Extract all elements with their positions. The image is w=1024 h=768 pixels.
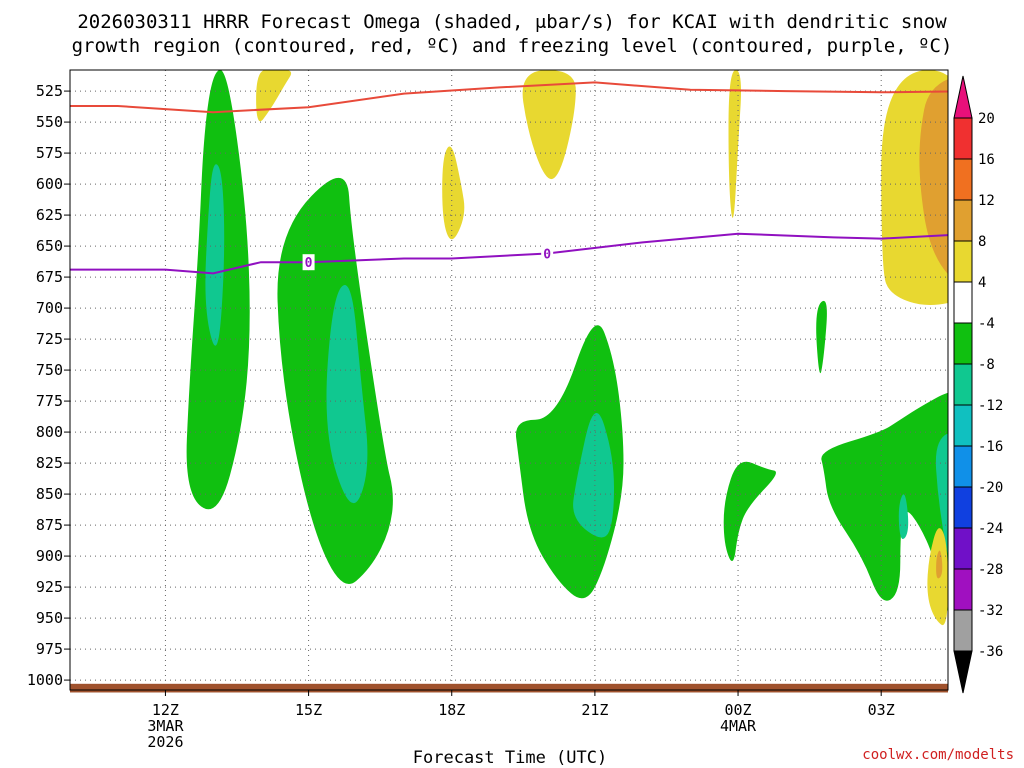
y-tick-label-975: 975 bbox=[36, 640, 63, 658]
omega-region-21 bbox=[973, 493, 977, 587]
surface-band bbox=[70, 683, 948, 693]
omega-region-5 bbox=[442, 146, 465, 240]
colorbar-tick-label-1: 16 bbox=[978, 152, 995, 168]
plot-frame bbox=[69, 69, 949, 691]
omega-shading bbox=[186, 70, 986, 626]
omega-region-10 bbox=[723, 461, 776, 562]
x-tick-label-12Z-1: 3MAR bbox=[147, 717, 184, 735]
chart-title-line-1: 2026030311 HRRR Forecast Omega (shaded, … bbox=[77, 11, 947, 33]
y-tick-label-825: 825 bbox=[36, 454, 63, 472]
freezing-level-label-0: 0 bbox=[305, 256, 313, 271]
y-tick-label-725: 725 bbox=[36, 330, 63, 348]
y-tick-label-1000: 1000 bbox=[27, 671, 63, 689]
y-tick-label-950: 950 bbox=[36, 609, 63, 627]
x-tick-label-12Z-0: 12Z bbox=[152, 701, 179, 719]
omega-region-4 bbox=[256, 70, 292, 122]
omega-region-23 bbox=[936, 550, 943, 579]
omega-region-16 bbox=[979, 70, 986, 100]
plot-area: 00 bbox=[69, 69, 986, 693]
y-tick-label-575: 575 bbox=[36, 144, 63, 162]
y-tick-label-850: 850 bbox=[36, 485, 63, 503]
colorbar-tick-label-9: -20 bbox=[978, 480, 1003, 496]
colorbar-swatch-10 bbox=[953, 527, 973, 570]
y-tick-label-550: 550 bbox=[36, 113, 63, 131]
y-tick-label-800: 800 bbox=[36, 423, 63, 441]
colorbar-tick-label-11: -28 bbox=[978, 562, 1003, 578]
colorbar-swatch-11 bbox=[953, 568, 973, 611]
y-tick-label-600: 600 bbox=[36, 175, 63, 193]
x-tick-label-00Z-0: 00Z bbox=[724, 701, 751, 719]
x-tick-label-03Z-0: 03Z bbox=[868, 701, 895, 719]
colorbar-swatch-1 bbox=[953, 158, 973, 201]
grid-lines bbox=[70, 70, 948, 690]
omega-region-19 bbox=[935, 433, 948, 557]
omega-region-1 bbox=[205, 164, 225, 346]
colorbar-tick-label-13: -36 bbox=[978, 644, 1003, 660]
y-tick-label-625: 625 bbox=[36, 206, 63, 224]
y-tick-label-775: 775 bbox=[36, 392, 63, 410]
y-tick-label-650: 650 bbox=[36, 237, 63, 255]
freezing-level-label-1: 0 bbox=[543, 248, 551, 263]
freezing-level-label-bg-1 bbox=[541, 245, 554, 262]
contour-lines: 00 bbox=[70, 81, 948, 275]
colorbar-tick-label-10: -24 bbox=[978, 521, 1003, 537]
colorbar-tick-label-4: 4 bbox=[978, 275, 986, 291]
y-tick-label-900: 900 bbox=[36, 547, 63, 565]
y-tick-label-700: 700 bbox=[36, 299, 63, 317]
x-tick-label-21Z-0: 21Z bbox=[581, 701, 608, 719]
omega-region-11 bbox=[816, 300, 827, 374]
colorbar-swatch-0 bbox=[953, 117, 973, 160]
colorbar-swatch-4 bbox=[953, 281, 973, 324]
colorbar-tick-label-12: -32 bbox=[978, 603, 1003, 619]
y-axis: 525 550 575 600 625 650 675 700 725 750 775 800 825 8… bbox=[27, 82, 70, 689]
colorbar-swatch-7 bbox=[953, 404, 973, 447]
credit-text: coolwx.com/modelts bbox=[862, 747, 1014, 763]
colorbar-tick-label-2: 12 bbox=[978, 193, 995, 209]
chart-title-line-2: growth region (contoured, red, ºC) and f… bbox=[72, 35, 953, 57]
colorbar-tick-label-3: 8 bbox=[978, 234, 986, 250]
y-tick-label-525: 525 bbox=[36, 82, 63, 100]
omega-region-13 bbox=[919, 79, 948, 275]
omega-region-6 bbox=[522, 70, 576, 180]
y-tick-label-675: 675 bbox=[36, 268, 63, 286]
omega-region-18 bbox=[898, 494, 909, 540]
freezing-level-label-bg-0 bbox=[302, 254, 315, 271]
freezing-level-contour bbox=[70, 232, 948, 275]
colorbar-tick-label-8: -16 bbox=[978, 439, 1003, 455]
y-tick-label-750: 750 bbox=[36, 361, 63, 379]
colorbar-swatch-9 bbox=[953, 486, 973, 529]
colorbar-swatch-12 bbox=[953, 609, 973, 652]
colorbar: 20 16 12 8 4 -4 -8 -12 -16 -20 -24 -28 -32 -36 bbox=[953, 75, 1003, 694]
x-axis-label: Forecast Time (UTC) bbox=[413, 748, 607, 768]
surface-terrain-band bbox=[70, 683, 948, 693]
colorbar-swatch-2 bbox=[953, 199, 973, 242]
colorbar-arrow-bottom bbox=[953, 650, 973, 694]
x-tick-label-18Z-0: 18Z bbox=[438, 701, 465, 719]
colorbar-swatch-3 bbox=[953, 240, 973, 283]
colorbar-arrow-top bbox=[953, 75, 973, 119]
y-tick-label-925: 925 bbox=[36, 578, 63, 596]
x-tick-label-00Z-1: 4MAR bbox=[720, 717, 757, 735]
omega-region-7 bbox=[728, 70, 742, 218]
colorbar-tick-label-7: -12 bbox=[978, 398, 1003, 414]
colorbar-tick-label-0: 20 bbox=[978, 111, 995, 127]
x-tick-label-15Z-0: 15Z bbox=[295, 701, 322, 719]
x-tick-label-12Z-2: 2026 bbox=[147, 733, 183, 751]
colorbar-swatch-5 bbox=[953, 322, 973, 365]
omega-region-17 bbox=[821, 392, 948, 613]
colorbar-swatch-6 bbox=[953, 363, 973, 406]
dendritic-contour-red bbox=[70, 81, 948, 114]
colorbar-swatch-8 bbox=[953, 445, 973, 488]
y-tick-label-875: 875 bbox=[36, 516, 63, 534]
omega-region-9 bbox=[573, 412, 614, 538]
colorbar-tick-label-5: -4 bbox=[978, 316, 995, 332]
omega-region-3 bbox=[326, 285, 368, 504]
colorbar-tick-label-6: -8 bbox=[978, 357, 995, 373]
